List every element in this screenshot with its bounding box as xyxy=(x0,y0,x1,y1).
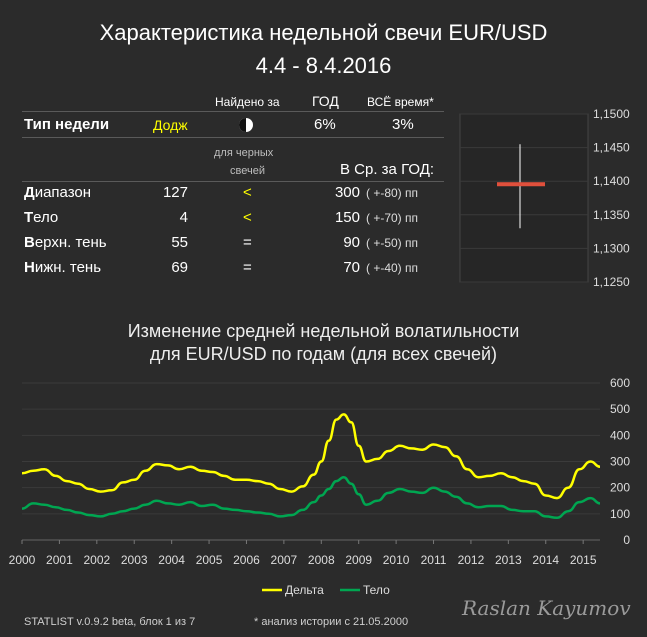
y-tick-label: 100 xyxy=(610,507,630,521)
table-separator xyxy=(22,181,444,182)
candle-chart: 1,1500 1,1450 1,1400 1,1350 1,1300 1,1250 xyxy=(459,107,630,289)
x-tick-label: 2004 xyxy=(158,553,185,567)
row-value: 127 xyxy=(162,184,188,201)
row-average: 300 xyxy=(334,184,360,201)
x-tick-label: 2002 xyxy=(83,553,110,567)
row-deviation: ( +-70) пп xyxy=(366,211,419,225)
row-average: 70 xyxy=(343,259,360,276)
col-found-header: Найдено за xyxy=(215,95,280,109)
history-note: * анализ истории с 21.05.2000 xyxy=(254,616,409,628)
volatility-title-line1: Изменение средней недельной волатильност… xyxy=(127,321,520,341)
legend-label: Дельта xyxy=(285,583,324,597)
y-tick-label: 500 xyxy=(610,402,630,416)
row-label: Нижн. тень xyxy=(24,259,101,276)
series-line-delta xyxy=(21,413,601,500)
row-label-initial: В xyxy=(24,234,35,251)
row-label-initial: Т xyxy=(24,209,34,226)
series-line-body xyxy=(21,475,601,520)
row-compare: = xyxy=(243,234,252,251)
half-moon-icon xyxy=(239,118,253,132)
row-deviation: ( +-80) пп xyxy=(366,186,419,200)
candle-body xyxy=(497,182,545,187)
volatility-title-line2: для EUR/USD по годам (для всех свечей) xyxy=(149,344,498,364)
x-tick-label: 2000 xyxy=(9,553,36,567)
note-line2: свечей xyxy=(230,165,265,177)
row-label-rest: иапазон xyxy=(34,184,92,201)
x-tick-label: 2003 xyxy=(121,553,148,567)
x-tick-label: 2012 xyxy=(458,553,485,567)
row-value: 4 xyxy=(179,209,188,226)
candle-tick-label: 1,1450 xyxy=(593,141,630,155)
week-type-value: Додж xyxy=(153,117,188,133)
row-label-initial: Д xyxy=(24,184,35,201)
col-all-header: ВСЁ время* xyxy=(367,95,434,109)
author-signature: Raslan Kayumov xyxy=(462,596,631,620)
week-type-label: Тип недели xyxy=(24,116,110,133)
candle-tick-label: 1,1350 xyxy=(593,208,630,222)
candle-tick-label: 1,1300 xyxy=(593,241,630,255)
page-subtitle-dates: 4.4 - 8.4.2016 xyxy=(255,53,392,78)
found-year-value: 6% xyxy=(314,116,336,133)
row-deviation: ( +-40) пп xyxy=(366,261,419,275)
x-tick-label: 2007 xyxy=(271,553,298,567)
candle-tick-label: 1,1400 xyxy=(593,174,630,188)
x-tick-label: 2010 xyxy=(383,553,410,567)
x-tick-label: 2015 xyxy=(570,553,597,567)
row-compare: < xyxy=(243,184,252,201)
note-line1: для черных xyxy=(214,147,274,159)
legend-label: Тело xyxy=(363,583,390,597)
row-label: Тело xyxy=(24,209,58,226)
row-average: 90 xyxy=(343,234,360,251)
x-tick-label: 2009 xyxy=(345,553,372,567)
x-tick-label: 2001 xyxy=(46,553,73,567)
x-tick-label: 2013 xyxy=(495,553,522,567)
y-tick-label: 0 xyxy=(623,533,630,547)
x-tick-label: 2005 xyxy=(196,553,223,567)
found-all-value: 3% xyxy=(392,116,414,133)
row-compare: < xyxy=(243,209,252,226)
candle-plot-area xyxy=(459,113,589,283)
volatility-chart: 600 500 400 300 200 100 0 2000 2001 2002 2003 2004… xyxy=(9,376,631,597)
candle-tick-label: 1,1250 xyxy=(593,275,630,289)
y-tick-label: 400 xyxy=(610,428,630,442)
row-label-initial: Н xyxy=(24,259,35,276)
row-label-rest: ижн. тень xyxy=(34,259,102,276)
x-tick-label: 2011 xyxy=(421,553,447,567)
y-tick-label: 300 xyxy=(610,455,630,469)
row-label: Верхн. тень xyxy=(24,234,107,251)
candle-tick-label: 1,1500 xyxy=(593,107,630,121)
row-label-rest: ерхн. тень xyxy=(34,234,107,251)
x-tick-label: 2006 xyxy=(233,553,260,567)
table-separator xyxy=(22,111,444,112)
row-value: 55 xyxy=(171,234,188,251)
row-compare: = xyxy=(243,259,252,276)
row-value: 69 xyxy=(171,259,188,276)
avg-year-label: В Ср. за ГОД: xyxy=(340,161,435,178)
row-average: 150 xyxy=(334,209,360,226)
x-tick-label: 2014 xyxy=(532,553,559,567)
table-separator xyxy=(22,137,444,138)
version-text: STATLIST v.0.9.2 beta, блок 1 из 7 xyxy=(24,616,196,628)
page-title: Характеристика недельной свечи EUR/USD xyxy=(99,20,548,45)
x-tick-label: 2008 xyxy=(308,553,335,567)
row-deviation: ( +-50) пп xyxy=(366,236,419,250)
col-year-header: ГОД xyxy=(312,93,339,109)
y-tick-label: 200 xyxy=(610,481,630,495)
row-label-rest: ело xyxy=(33,209,59,226)
y-tick-label: 600 xyxy=(610,376,630,390)
row-label: Диапазон xyxy=(24,184,91,201)
